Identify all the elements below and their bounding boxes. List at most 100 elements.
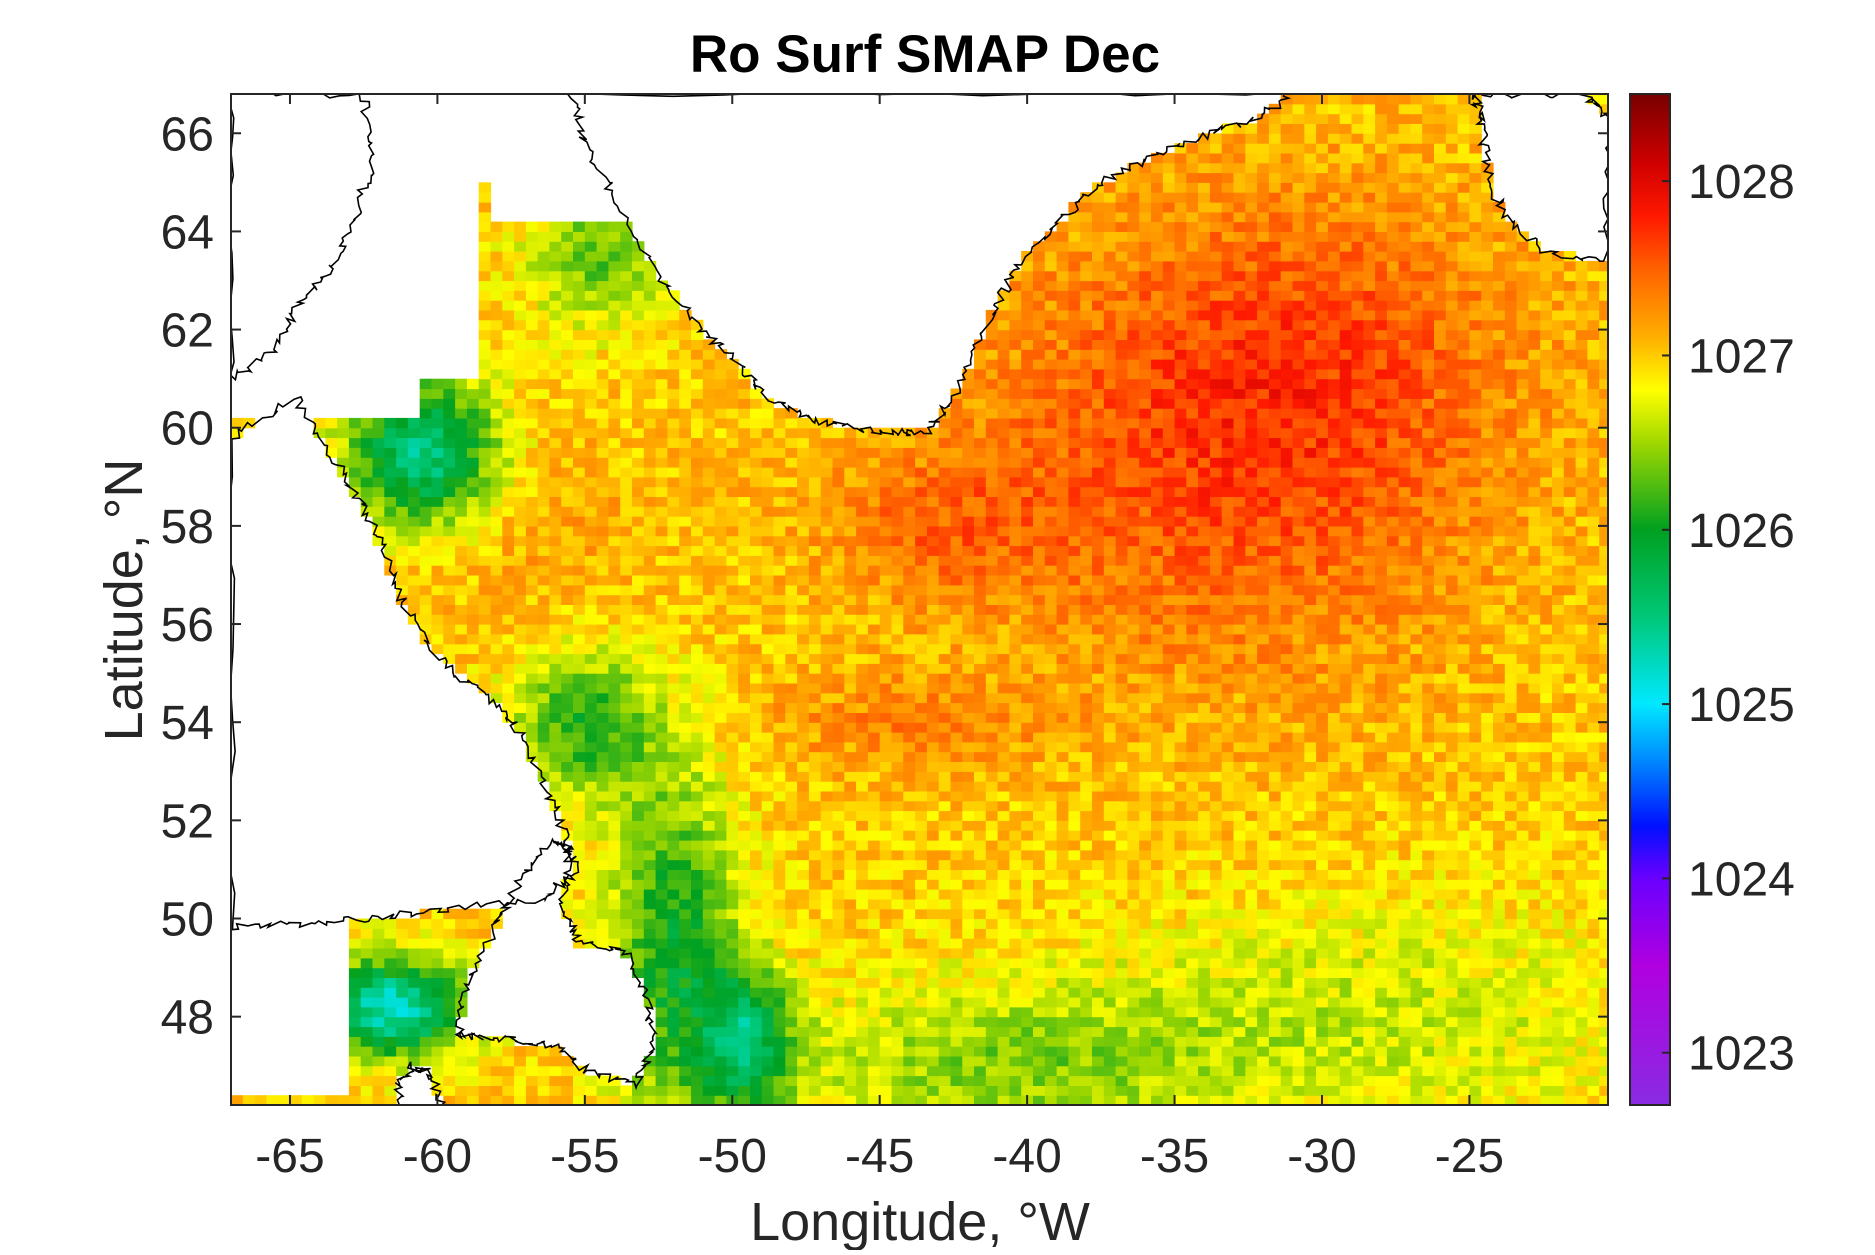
density-cell bbox=[573, 928, 586, 939]
density-cell bbox=[1033, 741, 1046, 753]
density-cell bbox=[1033, 820, 1046, 831]
density-cell bbox=[1587, 918, 1600, 929]
density-cell bbox=[396, 948, 409, 959]
density-cell bbox=[1575, 948, 1588, 959]
density-cell bbox=[596, 614, 609, 625]
density-cell bbox=[714, 594, 727, 605]
density-cell bbox=[1198, 938, 1211, 949]
density-cell bbox=[1457, 889, 1470, 900]
density-cell bbox=[1257, 987, 1270, 998]
density-cell bbox=[1504, 1006, 1518, 1018]
density-cell bbox=[1174, 712, 1187, 723]
density-cell bbox=[632, 908, 645, 920]
density-cell bbox=[1186, 722, 1199, 733]
density-cell bbox=[655, 1095, 668, 1105]
density-cell bbox=[1233, 653, 1246, 664]
density-cell bbox=[1481, 1075, 1494, 1086]
density-cell bbox=[1575, 751, 1588, 762]
density-cell bbox=[679, 810, 692, 821]
density-cell bbox=[879, 624, 893, 635]
density-cell bbox=[537, 732, 551, 743]
density-cell bbox=[667, 594, 680, 605]
density-cell bbox=[1516, 928, 1529, 939]
density-cell bbox=[1339, 908, 1353, 920]
density-cell bbox=[915, 977, 928, 988]
density-cell bbox=[1434, 624, 1447, 635]
density-cell bbox=[455, 1095, 468, 1105]
density-cell bbox=[1422, 604, 1435, 615]
density-cell bbox=[1481, 673, 1494, 684]
density-cell bbox=[1316, 712, 1329, 723]
density-cell bbox=[643, 918, 657, 929]
density-cell bbox=[926, 594, 940, 605]
density-cell bbox=[1280, 967, 1294, 978]
density-cell bbox=[962, 1036, 975, 1047]
density-cell bbox=[348, 938, 362, 949]
density-cell bbox=[1327, 702, 1341, 713]
density-cell bbox=[1268, 614, 1282, 625]
density-cell bbox=[1151, 948, 1164, 959]
density-cell bbox=[1209, 1085, 1223, 1096]
density-cell bbox=[891, 869, 904, 880]
density-cell bbox=[584, 722, 598, 733]
density-cell bbox=[1127, 1095, 1140, 1105]
density-cell bbox=[667, 712, 680, 723]
density-cell bbox=[443, 997, 456, 1008]
density-cell bbox=[1493, 1055, 1506, 1067]
density-cell bbox=[407, 957, 421, 969]
density-cell bbox=[1563, 663, 1577, 674]
density-cell bbox=[1375, 624, 1388, 635]
density-cell bbox=[844, 889, 857, 900]
density-cell bbox=[915, 643, 928, 655]
density-cell bbox=[726, 997, 739, 1008]
density-cell bbox=[1469, 1026, 1482, 1037]
density-cell bbox=[1375, 918, 1388, 929]
density-cell bbox=[1056, 1016, 1069, 1028]
density-cell bbox=[490, 1055, 503, 1067]
density-cell bbox=[808, 820, 822, 831]
density-cell bbox=[867, 977, 881, 988]
density-cell bbox=[561, 643, 574, 655]
density-cell bbox=[879, 594, 893, 605]
density-cell bbox=[1174, 830, 1187, 841]
density-cell bbox=[820, 800, 834, 812]
density-cell bbox=[643, 594, 657, 605]
density-cell bbox=[1327, 653, 1341, 664]
density-cell bbox=[584, 820, 598, 831]
density-cell bbox=[1103, 741, 1117, 753]
density-cell bbox=[938, 1046, 952, 1057]
density-cell bbox=[1092, 790, 1105, 802]
density-cell bbox=[1292, 761, 1305, 772]
density-cell bbox=[1469, 879, 1482, 890]
density-cell bbox=[1092, 1095, 1105, 1105]
density-cell bbox=[1033, 1016, 1046, 1028]
density-cell bbox=[1233, 712, 1246, 723]
density-cell bbox=[1504, 594, 1518, 605]
density-cell bbox=[726, 722, 739, 733]
density-cell bbox=[525, 1055, 539, 1067]
density-cell bbox=[832, 967, 845, 978]
density-cell bbox=[1292, 869, 1305, 880]
density-cell bbox=[797, 987, 810, 998]
density-cell bbox=[879, 918, 893, 929]
density-cell bbox=[1457, 712, 1470, 723]
density-cell bbox=[820, 624, 834, 635]
density-cell bbox=[820, 820, 834, 831]
density-cell bbox=[561, 741, 574, 753]
density-cell bbox=[1092, 624, 1105, 635]
density-cell bbox=[738, 938, 751, 949]
density-cell bbox=[632, 840, 645, 851]
density-cell bbox=[1198, 712, 1211, 723]
density-cell bbox=[938, 997, 952, 1008]
density-cell bbox=[608, 751, 621, 762]
density-cell bbox=[1021, 1065, 1034, 1077]
density-cell bbox=[1316, 732, 1329, 743]
density-cell bbox=[1245, 604, 1258, 615]
density-cell bbox=[396, 997, 409, 1008]
density-cell bbox=[1469, 1055, 1482, 1067]
density-cell bbox=[738, 830, 751, 841]
density-cell bbox=[1174, 879, 1187, 890]
density-cell bbox=[938, 722, 952, 733]
density-cell bbox=[502, 594, 515, 605]
density-cell bbox=[891, 761, 904, 772]
